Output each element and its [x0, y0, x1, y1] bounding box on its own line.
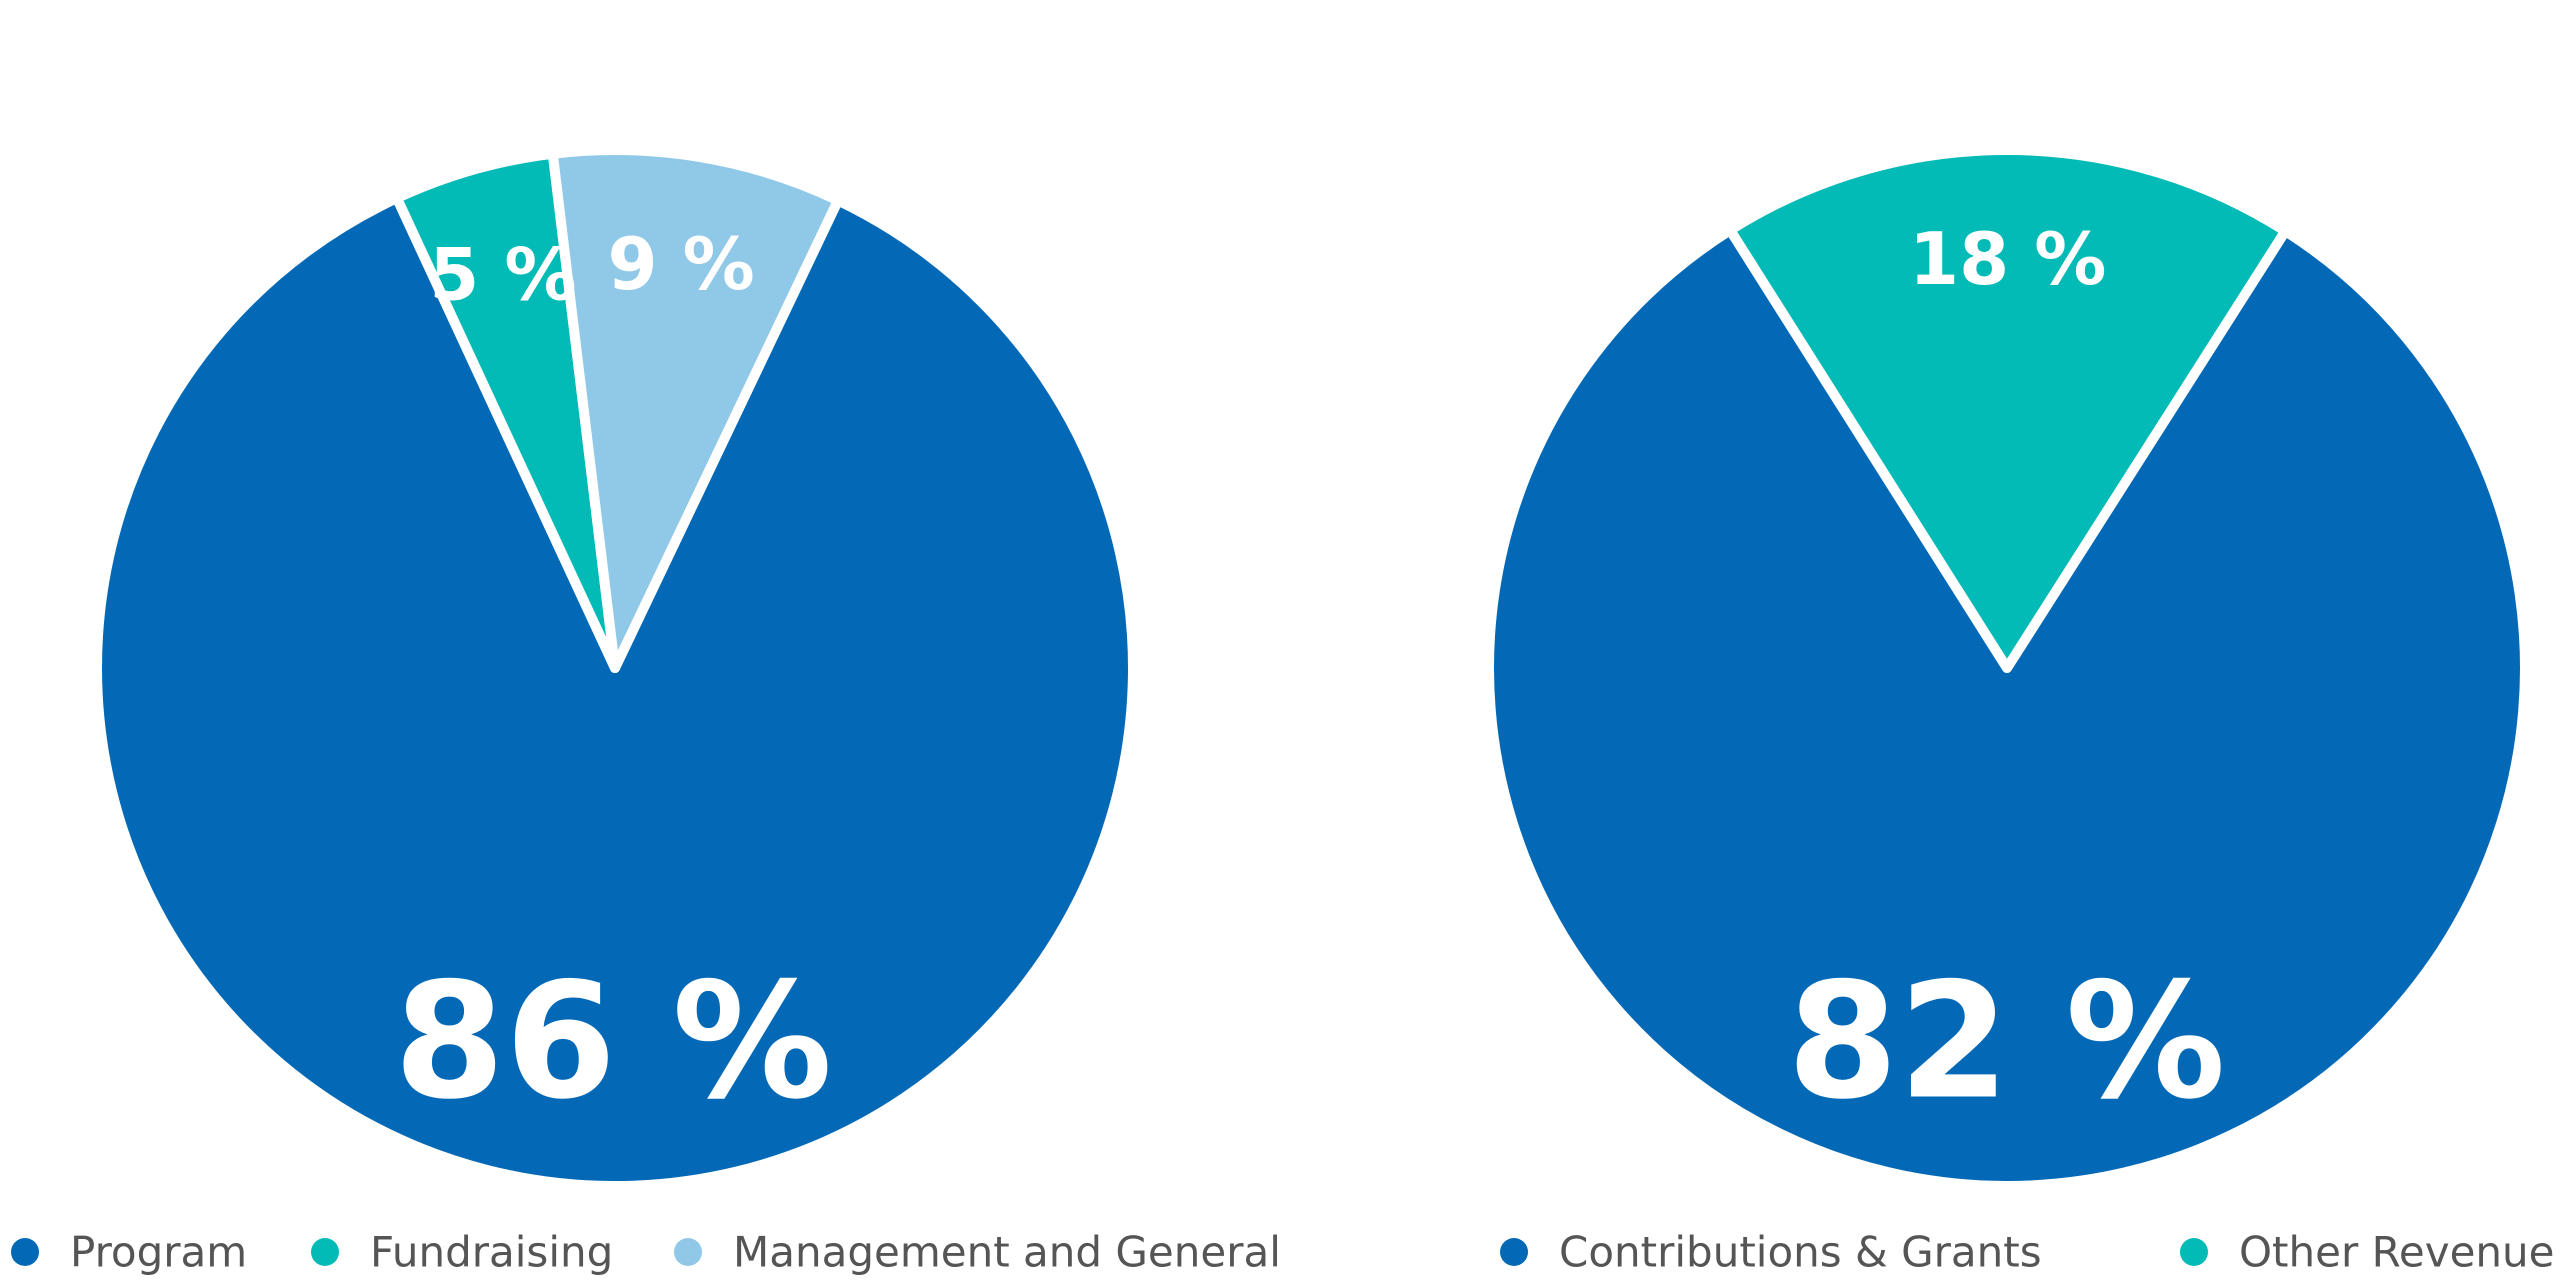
slice-label-other-revenue: 18 %	[1909, 217, 2106, 301]
pie-slice-management-and-general	[547, 145, 844, 673]
slice-label-program: 86 %	[394, 947, 833, 1134]
pie-slice-program	[92, 193, 1138, 1191]
legend-item-management-and-general: Management and General	[674, 1228, 1281, 1277]
expenses-legend: Program Fundraising Management and General	[11, 1228, 1281, 1277]
legend-label-contributions-grants: Contributions & Grants	[1559, 1228, 2042, 1277]
legend-swatch-fundraising	[311, 1238, 339, 1266]
legend-swatch-contributions-grants	[1500, 1238, 1528, 1266]
revenue-legend: Contributions & Grants Other Revenue	[1500, 1228, 2555, 1277]
legend-label-other-revenue: Other Revenue	[2239, 1228, 2555, 1277]
legend-item-contributions-grants: Contributions & Grants	[1500, 1228, 2042, 1277]
revenue-pie-chart: 82 % 18 %	[1484, 145, 2530, 1191]
legend-swatch-management-and-general	[674, 1238, 702, 1266]
legend-item-program: Program	[11, 1228, 247, 1277]
pie-slice-contributions-grants	[1484, 225, 2530, 1191]
legend-swatch-program	[11, 1238, 39, 1266]
slice-label-management-and-general: 9 %	[607, 222, 754, 306]
legend-label-management-and-general: Management and General	[733, 1228, 1281, 1277]
legend-item-fundraising: Fundraising	[311, 1228, 613, 1277]
slice-label-contributions-grants: 82 %	[1787, 947, 2226, 1134]
pie-slice-other-revenue	[1725, 145, 2291, 673]
legend-item-other-revenue: Other Revenue	[2180, 1228, 2555, 1277]
legend-label-program: Program	[70, 1228, 247, 1277]
legend-swatch-other-revenue	[2180, 1238, 2208, 1266]
legend-label-fundraising: Fundraising	[370, 1228, 613, 1277]
slice-label-fundraising: 5 %	[429, 232, 576, 316]
expenses-pie-chart: 86 % 5 % 9 %	[92, 145, 1138, 1191]
